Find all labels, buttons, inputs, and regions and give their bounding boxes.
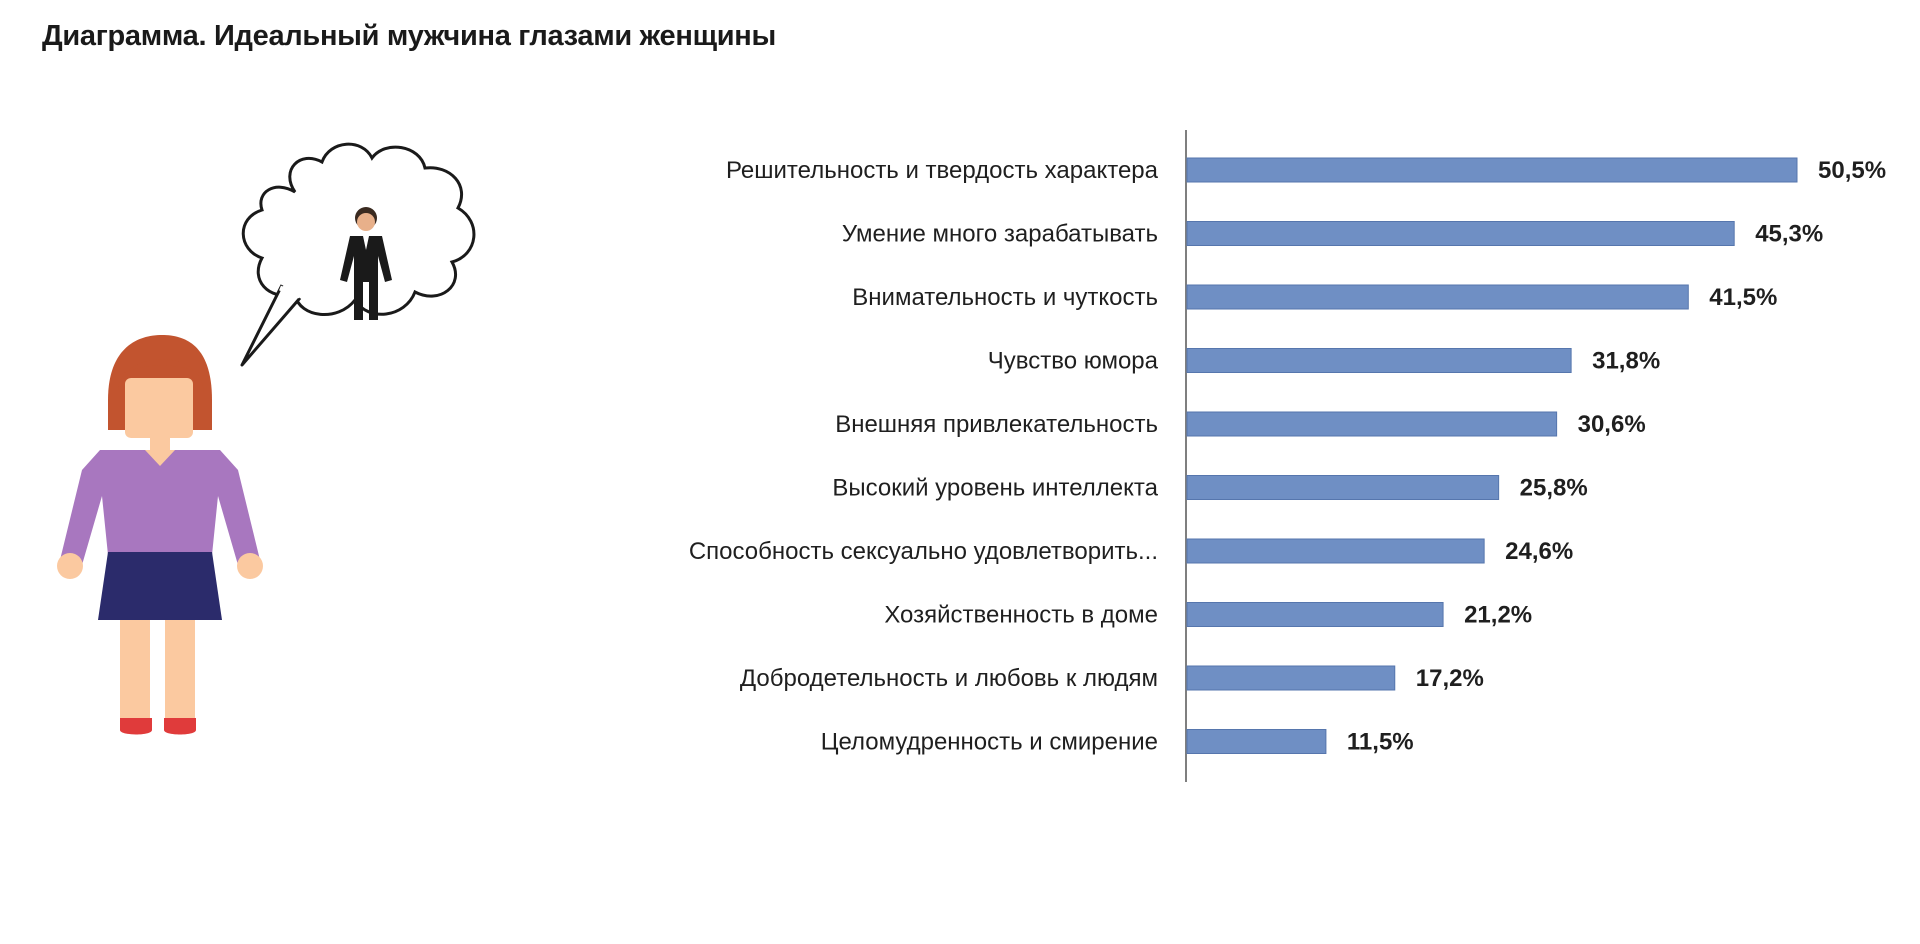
bar-8 bbox=[1186, 602, 1444, 627]
thought-bubble-icon bbox=[240, 142, 476, 367]
bar-3 bbox=[1186, 284, 1689, 310]
value-label: 11,5% bbox=[1347, 729, 1414, 756]
bar-10 bbox=[1186, 729, 1327, 754]
bar-9 bbox=[1186, 665, 1396, 691]
value-label: 45,3% bbox=[1755, 221, 1823, 248]
bar-2 bbox=[1186, 221, 1735, 246]
value-label: 50,5% bbox=[1818, 157, 1886, 184]
category-label: Внимательность и чуткость bbox=[852, 284, 1158, 311]
value-label: 31,8% bbox=[1592, 348, 1660, 375]
category-label: Внешняя привлекательность bbox=[835, 411, 1158, 438]
category-label: Добродетельность и любовь к людям bbox=[740, 665, 1158, 692]
category-label: Умение много зарабатывать bbox=[842, 221, 1158, 248]
category-label: Решительность и твердость характера bbox=[726, 157, 1159, 184]
value-label: 21,2% bbox=[1464, 602, 1532, 629]
bar-1 bbox=[1186, 157, 1798, 183]
bar-5 bbox=[1186, 411, 1558, 437]
bar-4 bbox=[1186, 348, 1572, 373]
category-labels-group: Решительность и твердость характера Умени… bbox=[689, 157, 1159, 756]
value-labels-group: 50,5% 45,3% 41,5% 31,8% 30,6% 25,8% 24,6% 21,2%… bbox=[1347, 157, 1886, 756]
category-label: Целомудренность и смирение bbox=[821, 729, 1158, 756]
category-label: Чувство юмора bbox=[988, 348, 1159, 375]
value-label: 30,6% bbox=[1578, 411, 1646, 438]
page-title: Диаграмма. Идеальный мужчина глазами жен… bbox=[42, 20, 776, 52]
value-label: 17,2% bbox=[1416, 665, 1484, 692]
bar-6 bbox=[1186, 475, 1500, 500]
value-label: 24,6% bbox=[1505, 538, 1573, 565]
value-label: 41,5% bbox=[1709, 284, 1777, 311]
value-label: 25,8% bbox=[1520, 475, 1588, 502]
category-label: Способность сексуально удовлетворить... bbox=[689, 538, 1158, 565]
woman-figure-icon bbox=[57, 335, 263, 735]
category-label: Хозяйственность в доме bbox=[884, 602, 1158, 629]
category-label: Высокий уровень интеллекта bbox=[832, 475, 1158, 502]
illustration bbox=[57, 142, 476, 735]
bars-group bbox=[1186, 157, 1798, 754]
bar-7 bbox=[1186, 538, 1485, 564]
man-figure-icon bbox=[340, 207, 392, 320]
